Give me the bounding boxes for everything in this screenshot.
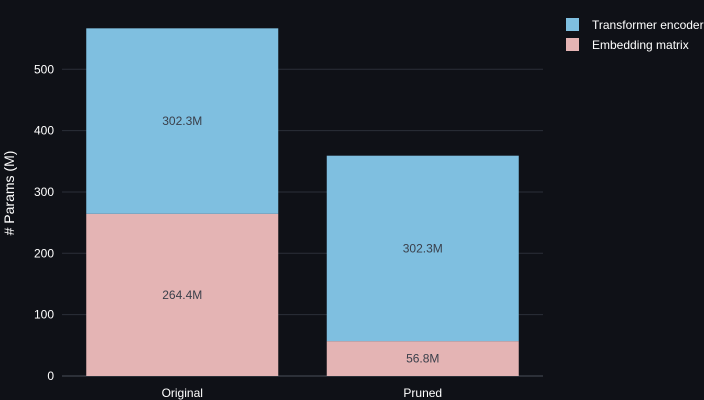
y-tick-label: 400 [34,124,54,138]
x-tick-label: Original [162,386,203,400]
legend: Transformer encoder Embedding matrix [566,18,704,52]
legend-label: Embedding matrix [592,38,689,52]
y-tick-label: 300 [34,185,54,199]
y-tick-label: 0 [47,369,54,383]
bar-embedding-matrix-pruned [326,341,519,376]
y-axis-label: # Params (M) [1,151,17,236]
legend-swatch [566,18,579,31]
y-tick-label: 100 [34,308,54,322]
bar-value-label: 264.4M [162,288,202,302]
bar-transformer-encoder-original [86,28,279,214]
x-tick-label: Pruned [403,386,442,400]
bar-value-label: 302.3M [162,114,202,128]
bar-value-label: 56.8M [406,352,439,366]
bar-value-label: 302.3M [403,241,443,255]
x-axis-ticks: Original Pruned [162,386,443,400]
y-axis-ticks: 0 100 200 300 400 500 [34,62,54,383]
y-tick-label: 200 [34,246,54,260]
y-tick-label: 500 [34,62,54,76]
legend-swatch [566,38,579,51]
legend-label: Transformer encoder [592,18,704,32]
bars: 264.4M 302.3M 56.8M 302.3M [86,28,519,376]
bar-embedding-matrix-original [86,213,279,376]
bar-transformer-encoder-pruned [326,155,519,342]
